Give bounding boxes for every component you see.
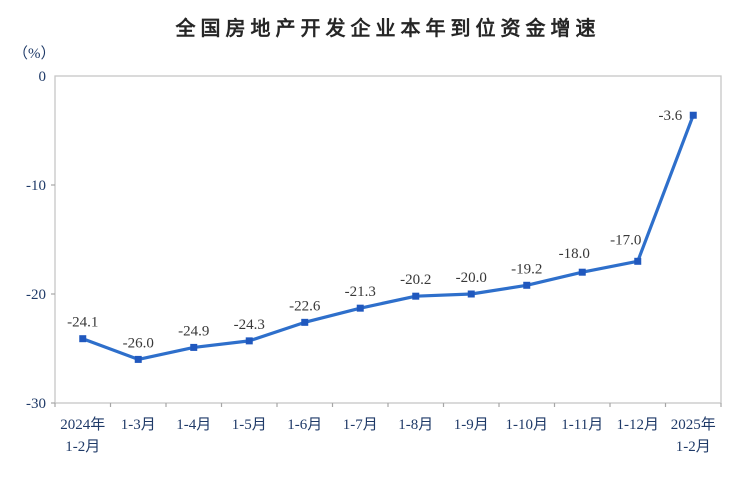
x-tick-label: 2025年 [671, 416, 716, 433]
x-tick-label: 1-12月 [617, 417, 660, 433]
data-point-marker [412, 292, 420, 300]
line-series [81, 113, 695, 361]
y-axis-unit-label: （%） [13, 46, 56, 62]
data-point-label: -24.3 [234, 317, 265, 333]
data-point-label: -24.1 [67, 315, 98, 331]
data-point-marker [356, 304, 364, 312]
x-tick-label: 1-10月 [506, 417, 549, 433]
data-point-marker [523, 281, 531, 289]
data-point-marker [245, 337, 253, 345]
x-tick-label: 1-2月 [65, 439, 100, 455]
data-point-marker [79, 335, 87, 343]
data-point-marker [689, 111, 697, 119]
data-point-label: -20.0 [456, 270, 487, 286]
x-tick-label: 1-2月 [676, 439, 711, 455]
data-point-label: -21.3 [345, 284, 376, 300]
chart-title: 全国房地产开发企业本年到位资金增速 [175, 16, 601, 40]
data-point-marker [578, 268, 586, 276]
x-tick-label: 1-4月 [176, 417, 211, 433]
x-tick-label: 1-11月 [561, 417, 603, 433]
x-tick-label: 1-6月 [287, 417, 322, 433]
y-tick-label: -10 [26, 178, 46, 194]
x-tick-label: 1-9月 [454, 417, 489, 433]
y-tick-label: -20 [26, 287, 46, 303]
data-point-marker [634, 257, 642, 265]
data-point-marker [301, 318, 309, 326]
data-point-label: -26.0 [123, 335, 154, 351]
data-point-label: -20.2 [400, 272, 431, 288]
data-point-marker [190, 343, 198, 351]
data-point-label: -19.2 [511, 261, 542, 277]
data-point-label: -22.6 [289, 298, 321, 314]
data-point-label: -24.9 [178, 323, 209, 339]
x-tick-label: 1-5月 [232, 417, 267, 433]
data-point-label: -3.6 [659, 108, 683, 124]
x-tick-label: 2024年 [60, 416, 105, 433]
data-point-marker [467, 290, 475, 298]
data-point-marker [134, 355, 142, 363]
y-tick-label: -30 [26, 396, 46, 412]
y-tick-label: 0 [39, 69, 47, 85]
x-tick-label: 1-8月 [398, 417, 433, 433]
data-point-label: -18.0 [559, 246, 590, 262]
x-tick-label: 1-3月 [121, 417, 156, 433]
data-point-label: -17.0 [610, 232, 641, 248]
x-tick-label: 1-7月 [343, 417, 378, 433]
